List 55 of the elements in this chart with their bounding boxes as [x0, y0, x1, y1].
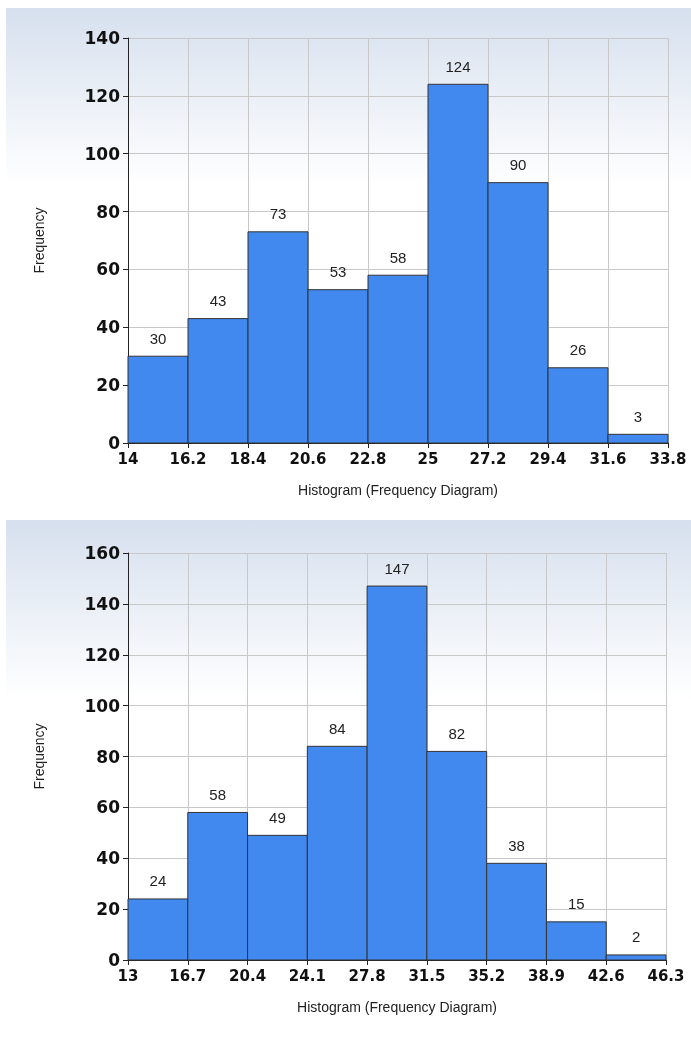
x-tick-label: 27.2 — [469, 449, 507, 468]
y-tick-label: 20 — [96, 375, 121, 396]
x-tick-label: 29.4 — [529, 449, 567, 468]
x-tick-label: 22.8 — [349, 449, 387, 468]
x-tick-label: 18.4 — [229, 449, 267, 468]
data-label: 84 — [328, 719, 346, 737]
data-label: 49 — [269, 808, 286, 826]
data-label: 15 — [567, 895, 585, 913]
data-label: 24 — [149, 872, 167, 890]
y-tick-label: 140 — [84, 593, 121, 614]
data-label: 90 — [509, 156, 527, 174]
x-tick-label: 20.6 — [289, 449, 327, 468]
y-tick-label: 40 — [96, 848, 121, 869]
y-tick-label: 40 — [96, 317, 121, 338]
data-label: 38 — [508, 836, 525, 854]
y-tick-label: 120 — [84, 85, 121, 106]
y-tick-label: 120 — [84, 644, 121, 665]
y-tick-label: 160 — [84, 543, 121, 563]
data-label: 124 — [445, 57, 471, 75]
y-tick-label: 60 — [96, 259, 121, 280]
x-tick-label: 38.9 — [527, 966, 565, 985]
y-tick-label: 100 — [84, 695, 121, 716]
y-axis-title: Frequency — [31, 723, 47, 790]
x-tick-label: 24.1 — [288, 966, 326, 985]
data-label: 2 — [631, 928, 641, 946]
x-tick-label: 25 — [417, 449, 439, 468]
x-tick-label: 16.2 — [169, 449, 207, 468]
y-tick-label: 100 — [84, 143, 121, 164]
data-label: 26 — [569, 341, 587, 359]
data-label: 73 — [269, 205, 287, 223]
data-label: 30 — [149, 329, 167, 347]
data-label: 43 — [209, 292, 227, 310]
x-tick-label: 33.8 — [649, 449, 687, 468]
y-tick-label: 60 — [96, 797, 121, 818]
x-tick-label: 46.3 — [647, 966, 685, 985]
y-tick-label: 80 — [96, 201, 121, 222]
data-label: 53 — [329, 263, 347, 281]
x-tick-label: 31.6 — [589, 449, 627, 468]
y-tick-label: 140 — [84, 28, 121, 48]
x-axis-title: Histogram (Frequency Diagram) — [298, 482, 498, 498]
data-label: 82 — [448, 724, 466, 742]
y-tick-label: 20 — [96, 899, 121, 920]
data-label: 3 — [633, 407, 643, 425]
data-label: 58 — [209, 785, 227, 803]
x-axis-title: Histogram (Frequency Diagram) — [297, 999, 497, 1015]
x-tick-label: 27.8 — [348, 966, 386, 985]
data-label: 147 — [384, 559, 410, 577]
x-tick-label: 35.2 — [468, 966, 506, 985]
x-tick-label: 31.5 — [408, 966, 446, 985]
y-axis-title: Frequency — [31, 207, 47, 274]
x-tick-label: 42.6 — [587, 966, 625, 985]
x-tick-label: 20.4 — [229, 966, 267, 985]
x-tick-label: 16.7 — [169, 966, 207, 985]
data-label: 58 — [389, 248, 407, 266]
y-tick-label: 80 — [96, 746, 121, 767]
